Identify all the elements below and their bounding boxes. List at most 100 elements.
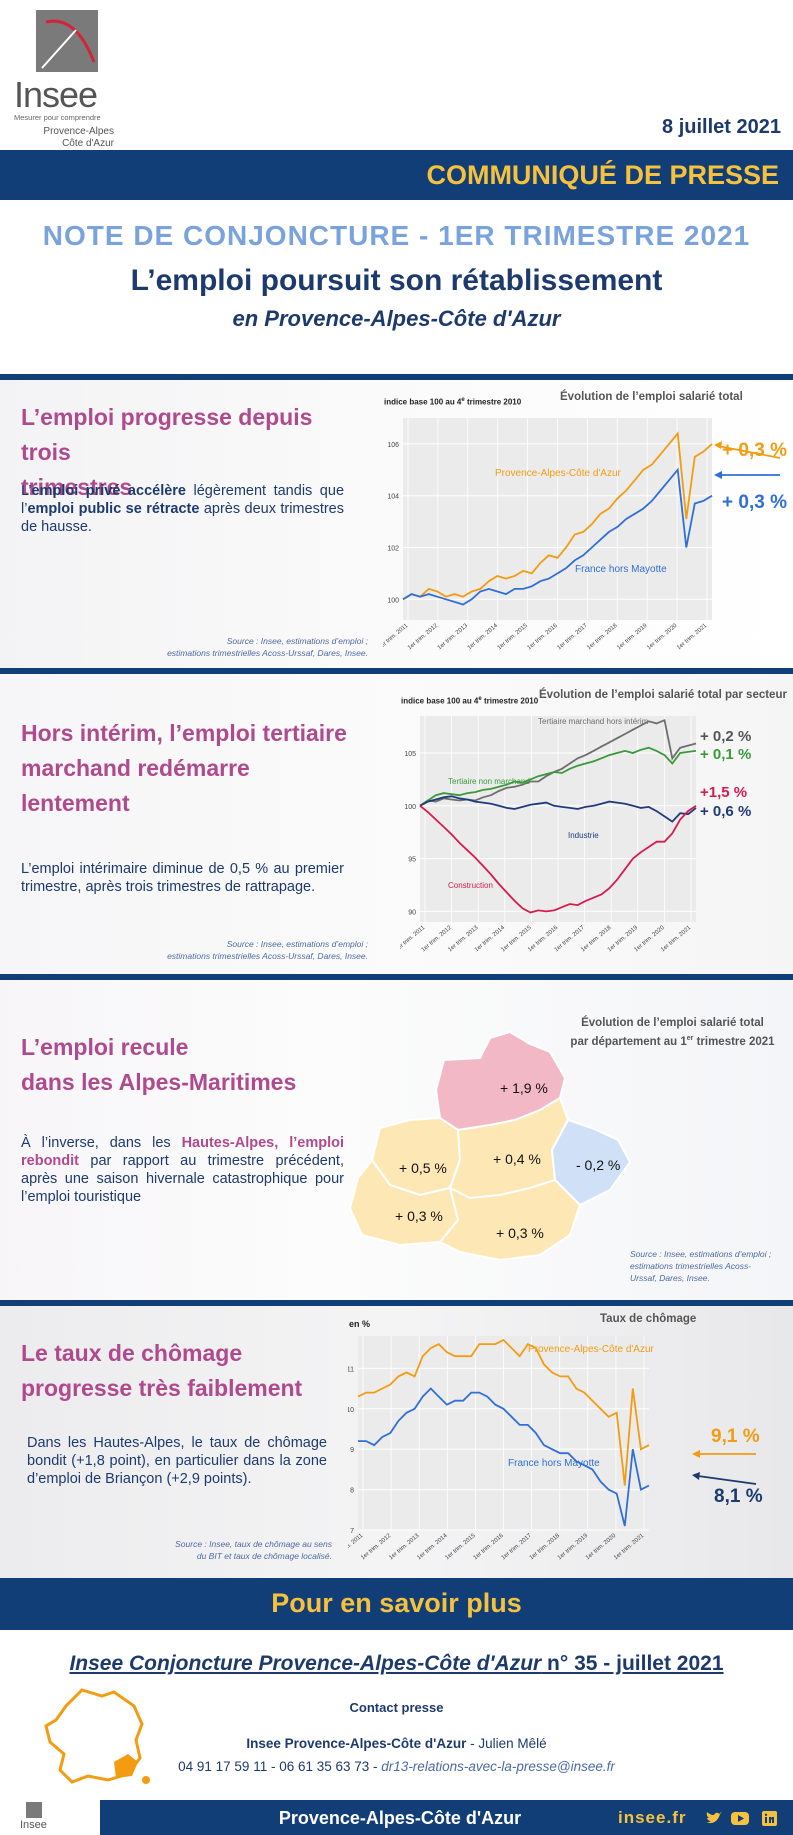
y-tick-label: 90 — [408, 909, 416, 916]
alpes-maritimes-label: - 0,2 % — [576, 1157, 621, 1173]
industry-end-label: + 0,6 % — [700, 803, 752, 820]
section-title: L’emploi progresse depuis trois trimestr… — [21, 404, 313, 500]
arrow-icon — [714, 471, 722, 479]
construction-end-label: +1,5 % — [700, 784, 748, 801]
map-source: Source : Insee, estimations d’emploi ; es… — [630, 1249, 772, 1283]
press-release-label: COMMUNIQUÉ DE PRESSE — [426, 160, 779, 190]
y-tick-label: 10 — [348, 1407, 354, 1414]
var-region — [438, 1178, 582, 1260]
map-title: Évolution de l’emploi salarié total par … — [570, 1017, 775, 1048]
twitter-icon[interactable] — [704, 1811, 722, 1826]
section-divider — [0, 374, 793, 380]
chart-ylabel: en % — [349, 1319, 371, 1329]
end-arrows — [692, 1450, 757, 1485]
section-title: L’emploi recule dans les Alpes-Maritimes — [21, 1034, 297, 1095]
insee-logo: Insee Mesurer pour comprendre Provence-A… — [14, 10, 114, 149]
chart-title: Taux de chômage — [600, 1313, 697, 1325]
series-line — [358, 1387, 650, 1527]
chart-ylabel: indice base 100 au 4e trimestre 2010 — [384, 397, 522, 407]
series-line — [419, 795, 697, 823]
series-label: France hors Mayotte — [575, 564, 667, 575]
section-employment: L’emploi progresse depuis trois trimestr… — [0, 380, 793, 668]
logo-square-icon — [36, 10, 98, 72]
france-map-icon — [44, 1688, 150, 1784]
series-line — [402, 431, 713, 601]
series-line — [357, 1338, 650, 1486]
chart-source: Source : Insee, estimations d’emploi ; es… — [167, 939, 368, 961]
alpes-maritimes-region — [550, 1118, 632, 1207]
y-tick-label: 7 — [350, 1528, 354, 1535]
chart-source: Source : Insee, estimations d’emploi ; es… — [167, 636, 368, 658]
var-label: + 0,3 % — [496, 1225, 544, 1241]
main-subtitle: en Provence-Alpes-Côte d'Azur — [232, 306, 561, 331]
more-info-band — [0, 1578, 793, 1630]
logo-word: Insee — [14, 74, 98, 115]
section-text: Dans les Hautes-Alpes, le taux de chômag… — [27, 1435, 327, 1487]
series-line — [419, 805, 697, 914]
y-tick-label: 104 — [387, 494, 399, 501]
y-tick-label: 105 — [404, 751, 416, 758]
section-text: L’emploi intérimaire diminue de 0,5 % au… — [21, 861, 344, 895]
tertiary-nonmarket-end-label: + 0,1 % — [700, 746, 752, 763]
tertiary-market-end-label: + 0,2 % — [700, 728, 752, 745]
arrow-icon — [692, 1472, 700, 1480]
contact-heading: Contact presse — [349, 1700, 444, 1715]
series-label: Construction — [448, 881, 493, 890]
y-tick-label: 11 — [348, 1366, 354, 1373]
footer-band — [100, 1800, 793, 1835]
chart-title: Évolution de l’emploi salarié total — [560, 391, 743, 403]
x-tick-label: 1er trim. 2020 — [646, 623, 679, 652]
series-line — [419, 746, 697, 807]
logo-region: Provence-Alpes Côte d'Azur — [43, 126, 114, 149]
chart-ylabel: indice base 100 au 4e trimestre 2010 — [401, 696, 539, 706]
x-tick-label: 1er trim. 2016 — [527, 623, 560, 652]
y-tick-label: 100 — [404, 804, 416, 811]
chart-source: Source : Insee, taux de chômage au sens d… — [175, 1539, 332, 1561]
y-tick-label: 9 — [350, 1447, 354, 1454]
x-tick-label: 1er trim. 2014 — [467, 623, 500, 652]
series-line — [402, 467, 713, 606]
y-tick-label: 8 — [350, 1488, 354, 1495]
section-departments: L’emploi recule dans les Alpes-Maritimes … — [0, 980, 793, 1300]
arrow-icon — [692, 1450, 700, 1458]
series-label: Industrie — [568, 831, 599, 840]
alpes-hp-label: + 0,4 % — [493, 1151, 541, 1167]
x-tick-label: 1er trim. 2019 — [616, 623, 649, 652]
section-text: À l’inverse, dans les Hautes-Alpes, l’em… — [21, 1135, 344, 1205]
logo-tagline: Mesurer pour comprendre — [14, 113, 101, 122]
section-title: Le taux de chômage progresse très faiblem… — [21, 1340, 303, 1401]
series-label: Provence-Alpes-Côte d'Azur — [495, 468, 622, 479]
vaucluse-label: + 0,5 % — [399, 1160, 447, 1176]
contact-phones: 04 91 17 59 11 - 06 61 35 63 73 - dr13-r… — [178, 1759, 615, 1774]
end-arrows — [714, 441, 781, 479]
linkedin-icon[interactable] — [760, 1811, 778, 1826]
website-link[interactable]: insee.fr — [618, 1808, 687, 1827]
pac-end-label: 9,1 % — [711, 1426, 760, 1447]
footer-logo-square-icon — [26, 1802, 42, 1818]
contact-email[interactable]: dr13-relations-avec-la-presse@insee.fr — [381, 1759, 615, 1774]
y-tick-label: 95 — [408, 857, 416, 864]
x-tick-label: 1er trim. 2018 — [586, 623, 619, 652]
publication-link[interactable]: Insee Conjoncture Provence-Alpes-Côte d'… — [69, 1652, 724, 1675]
section-divider — [0, 668, 793, 674]
x-tick-label: 1er trim. 2013 — [437, 623, 470, 652]
more-info-title: Pour en savoir plus — [271, 1588, 522, 1618]
france-end-label: + 0,3 % — [722, 492, 787, 513]
y-tick-label: 102 — [387, 545, 399, 552]
release-date: 8 juillet 2021 — [662, 116, 781, 138]
section-divider — [0, 1300, 793, 1306]
youtube-icon[interactable] — [731, 1811, 749, 1826]
section-sectors: Hors intérim, l’emploi tertiaire marchand… — [0, 674, 793, 974]
x-tick-label: 1er trim. 2015 — [497, 623, 530, 652]
note-title: NOTE DE CONJONCTURE - 1ER TRIMESTRE 2021 — [42, 220, 751, 251]
series-label: France hors Mayotte — [508, 1458, 600, 1469]
section-text: L’emploi privé accélère légèrement tandi… — [21, 483, 345, 535]
footer-logo: Insee — [20, 1802, 100, 1834]
section-divider — [0, 974, 793, 980]
series-label: Tertiaire non marchand — [448, 777, 530, 786]
footer-region: Provence-Alpes-Côte d'Azur — [278, 1808, 522, 1828]
hautes-alpes-label: + 1,9 % — [500, 1080, 548, 1096]
x-tick-label: 1er trim. 2017 — [556, 623, 589, 652]
